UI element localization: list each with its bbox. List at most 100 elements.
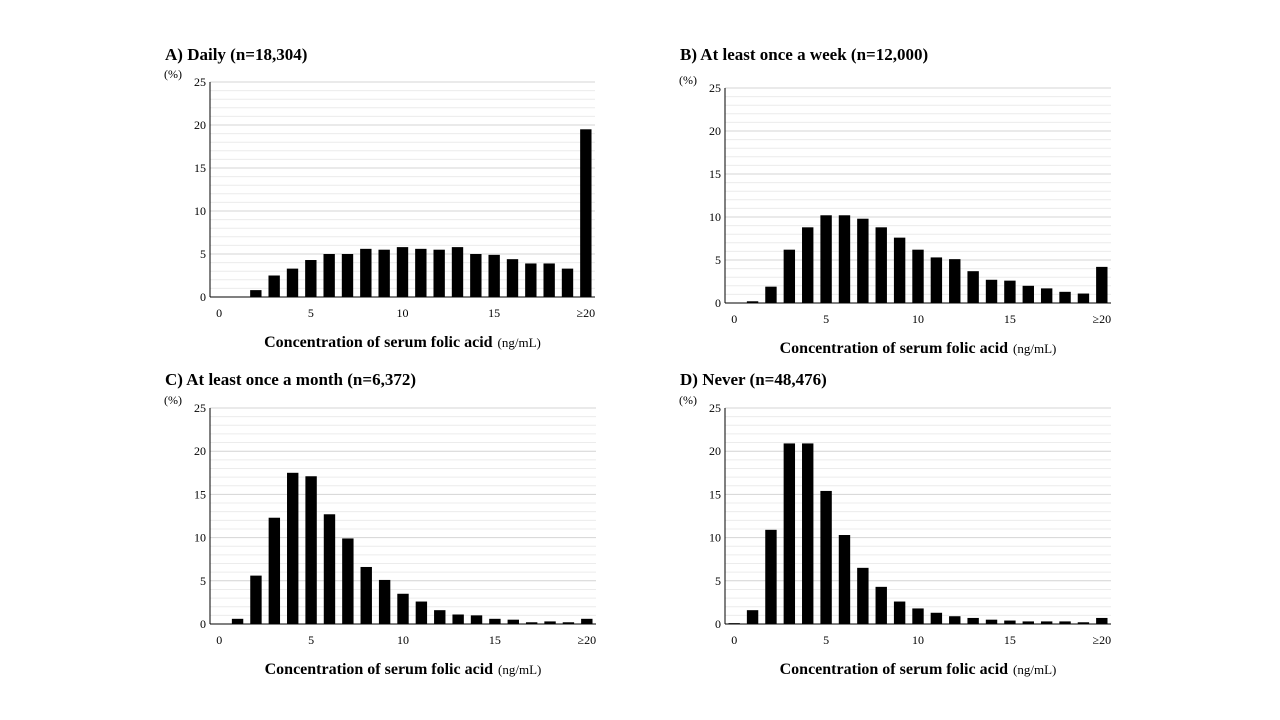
bar-2 [250, 290, 262, 297]
bar-≥20 [581, 618, 593, 624]
bar-2 [250, 575, 262, 624]
y-axis-unit: (%) [164, 67, 182, 81]
bar-1 [231, 618, 244, 624]
bar-7 [857, 567, 869, 624]
y-tick-label: 10 [194, 204, 206, 218]
x-axis-label: Concentration of serum folic acid (ng/mL) [780, 661, 1057, 678]
bar-13 [967, 271, 979, 303]
bar-17 [1040, 288, 1053, 303]
bar-10 [396, 247, 409, 297]
x-axis-title: Concentration of serum folic acid [780, 340, 1009, 357]
x-tick-label: 10 [912, 633, 924, 647]
x-axis-unit: (ng/mL) [498, 335, 541, 350]
y-tick-label: 20 [194, 118, 206, 132]
bar-10 [912, 249, 924, 303]
x-axis-label: Concentration of serum folic acid (ng/mL) [264, 334, 541, 351]
x-tick-label: 5 [823, 633, 829, 647]
bar-≥20 [1096, 266, 1108, 303]
x-tick-label: 0 [216, 633, 222, 647]
chart-title: B) At least once a week (n=12,000) [680, 45, 928, 64]
x-axis-label: Concentration of serum folic acid (ng/mL) [265, 661, 542, 678]
y-tick-label: 15 [194, 487, 206, 501]
bar-15 [489, 618, 501, 624]
bar-6 [323, 254, 335, 297]
y-tick-label: 0 [715, 617, 721, 631]
bar-≥20 [1096, 617, 1108, 624]
bar-12 [949, 259, 961, 303]
x-tick-label: 5 [308, 306, 314, 320]
bar-14 [985, 619, 998, 624]
bar-19 [1077, 293, 1090, 303]
bar-9 [893, 237, 906, 303]
bar-10 [912, 608, 924, 624]
bar-7 [857, 218, 869, 303]
chart-svg-2: C) At least once a month (n=6,372) (%) 0 5 1… [164, 370, 597, 678]
y-tick-label: 5 [715, 253, 721, 267]
bar-9 [378, 579, 391, 624]
bar-11 [930, 612, 943, 624]
bar-16 [507, 619, 519, 624]
y-tick-label: 20 [709, 444, 721, 458]
bar-5 [820, 215, 832, 303]
bar-18 [1059, 621, 1071, 624]
chart-svg-3: D) Never (n=48,476) (%) 0 5 10 15 20 25 0 5 10 15 ≥2… [679, 370, 1111, 678]
bar-4 [287, 472, 299, 624]
bar-5 [305, 476, 317, 624]
bar-16 [1022, 621, 1034, 624]
chart-title: A) Daily (n=18,304) [165, 45, 307, 64]
bar-8 [875, 227, 887, 303]
x-axis-title: Concentration of serum folic acid [264, 334, 493, 351]
bar-17 [1040, 621, 1053, 624]
y-tick-label: 15 [709, 487, 721, 501]
chart-panel-1: B) At least once a week (n=12,000) (%) 0 5 1… [670, 40, 1140, 360]
x-tick-label: 0 [731, 312, 737, 326]
y-tick-label: 5 [715, 574, 721, 588]
bar-18 [544, 621, 556, 624]
bar-≥20 [580, 129, 592, 297]
chart-panel-3: D) Never (n=48,476) (%) 0 5 10 15 20 25 0 5 10 15 ≥2… [670, 365, 1140, 685]
x-axis-title: Concentration of serum folic acid [265, 661, 494, 678]
x-tick-label: 15 [489, 633, 501, 647]
y-axis-unit: (%) [679, 73, 697, 87]
y-tick-label: 25 [194, 75, 206, 89]
bar-3 [268, 517, 281, 624]
bar-14 [985, 279, 998, 303]
bar-1 [746, 610, 759, 624]
y-tick-label: 25 [709, 81, 721, 95]
x-tick-label: ≥20 [578, 633, 597, 647]
bar-6 [838, 535, 851, 624]
bar-17 [525, 622, 538, 624]
bar-14 [470, 254, 482, 297]
y-tick-label: 10 [709, 210, 721, 224]
bar-4 [802, 443, 814, 624]
bar-4 [802, 227, 814, 303]
bar-13 [451, 247, 464, 297]
bar-8 [360, 248, 372, 297]
x-tick-label: 10 [397, 633, 409, 647]
y-tick-label: 0 [200, 617, 206, 631]
y-tick-label: 10 [194, 531, 206, 545]
y-axis-unit: (%) [164, 393, 182, 407]
x-tick-label: 10 [397, 306, 409, 320]
bar-13 [967, 617, 979, 624]
bar-19 [561, 268, 574, 297]
bar-1 [746, 301, 759, 303]
x-tick-label: 5 [823, 312, 829, 326]
bar-11 [930, 257, 943, 303]
chart-svg-1: B) At least once a week (n=12,000) (%) 0 5 1… [679, 45, 1111, 357]
y-tick-label: 10 [709, 531, 721, 545]
bar-9 [378, 249, 390, 297]
x-tick-label: 0 [731, 633, 737, 647]
y-tick-label: 25 [194, 401, 206, 415]
bar-18 [543, 263, 555, 297]
bar-8 [875, 586, 887, 624]
bar-11 [415, 248, 427, 297]
bar-15 [1004, 280, 1016, 303]
x-axis-title: Concentration of serum folic acid [780, 661, 1009, 678]
bar-18 [1059, 291, 1071, 303]
x-axis-unit: (ng/mL) [1013, 341, 1056, 356]
x-tick-label: 15 [488, 306, 500, 320]
bar-3 [783, 249, 796, 303]
y-tick-label: 25 [709, 401, 721, 415]
